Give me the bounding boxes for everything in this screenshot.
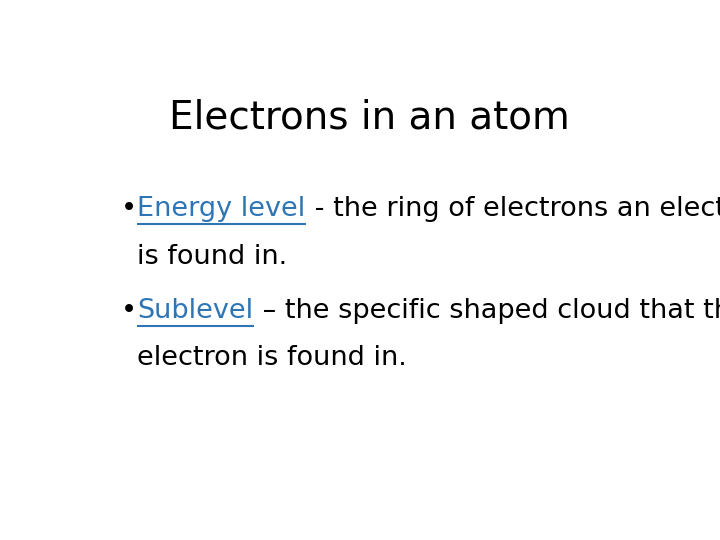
Text: – the specific shaped cloud that the: – the specific shaped cloud that the	[253, 298, 720, 323]
Text: •: •	[121, 196, 137, 222]
Text: electron is found in.: electron is found in.	[138, 346, 408, 372]
Text: Energy level: Energy level	[138, 196, 306, 222]
Text: is found in.: is found in.	[138, 244, 287, 269]
Text: Electrons in an atom: Electrons in an atom	[168, 98, 570, 136]
Text: Sublevel: Sublevel	[138, 298, 253, 323]
Text: - the ring of electrons an electron: - the ring of electrons an electron	[306, 196, 720, 222]
Text: •: •	[121, 298, 137, 323]
